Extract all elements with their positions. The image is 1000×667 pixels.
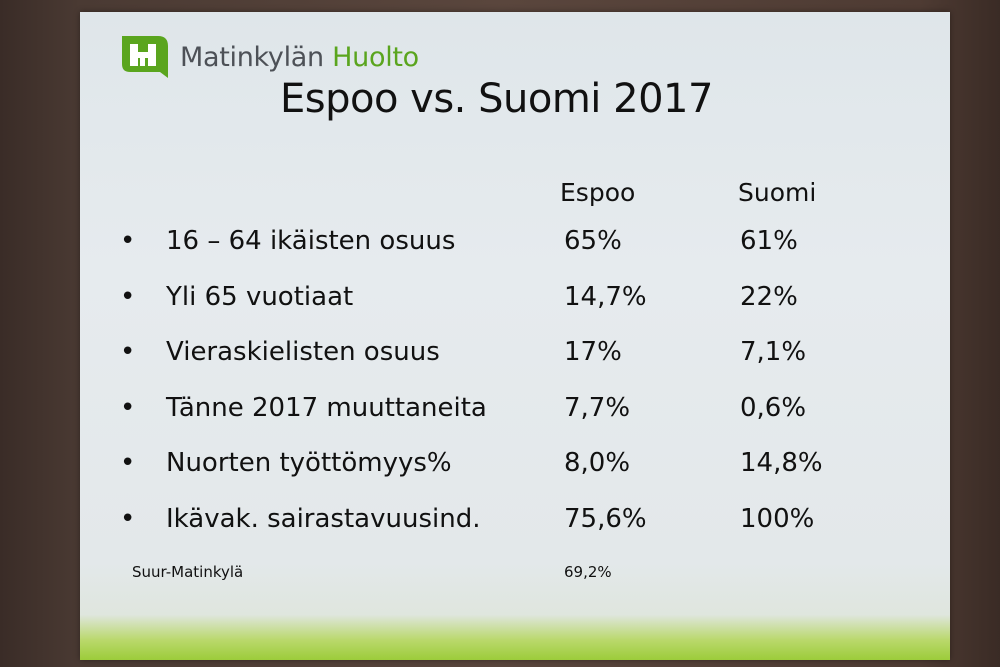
footnote-value: 69,2% [564,563,612,581]
footnote-label: Suur-Matinkylä [132,563,244,581]
list-item: • Yli 65 vuotiaat 14,7% 22% [120,282,920,322]
row-label: 16 – 64 ikäisten osuus [166,226,456,256]
row-label: Vieraskielisten osuus [166,337,440,367]
list-item: • Ikävak. sairastavuusind. 75,6% 100% [120,504,920,544]
bullet-icon: • [120,392,136,423]
espoo-value: 7,7% [564,392,631,423]
brand-name-part1: Matinkylän [180,42,324,73]
slide: Matinkylän Huolto Espoo vs. Suomi 2017 E… [80,12,950,660]
espoo-value: 65% [564,226,622,256]
h-logo-icon [122,36,168,78]
suomi-value: 14,8% [740,448,823,478]
suomi-value: 100% [740,503,815,534]
suomi-value: 7,1% [740,337,807,367]
bullet-icon: • [120,503,136,534]
suomi-value: 0,6% [740,392,807,423]
column-header-espoo: Espoo [560,178,636,207]
brand-name-part2: Huolto [332,42,419,73]
bullet-icon: • [120,448,136,478]
row-label: Ikävak. sairastavuusind. [166,503,481,534]
espoo-value: 8,0% [564,448,631,478]
bullet-icon: • [120,337,136,367]
list-item: • Nuorten työttömyys% 8,0% 14,8% [120,448,920,488]
suomi-value: 61% [740,226,798,256]
list-item: • Tänne 2017 muuttaneita 7,7% 0,6% [120,393,920,433]
list-item: • Vieraskielisten osuus 17% 7,1% [120,337,920,377]
bullet-icon: • [120,226,136,256]
espoo-value: 17% [564,337,622,367]
row-label: Nuorten työttömyys% [166,448,452,478]
slide-title: Espoo vs. Suomi 2017 [280,76,713,122]
bullet-icon: • [120,281,136,312]
list-item: • 16 – 64 ikäisten osuus 65% 61% [120,226,920,266]
espoo-value: 14,7% [564,281,647,312]
brand-name: Matinkylän Huolto [180,42,419,73]
row-label: Yli 65 vuotiaat [166,281,354,312]
column-header-suomi: Suomi [738,178,817,207]
espoo-value: 75,6% [564,503,647,534]
suomi-value: 22% [740,281,798,312]
row-label: Tänne 2017 muuttaneita [166,392,487,423]
